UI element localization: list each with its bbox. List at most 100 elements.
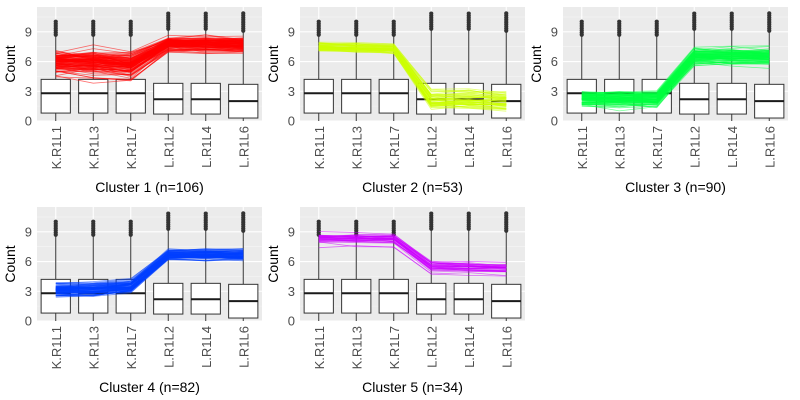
profile-line (581, 51, 770, 99)
profile-line (318, 240, 507, 273)
box (78, 78, 109, 114)
x-tick-label: L.R1L6 (236, 126, 251, 168)
outlier-point (391, 219, 396, 224)
x-tick-label: L.R1L4 (462, 326, 477, 368)
x-tick-label: K.R1L7 (124, 326, 139, 369)
panel-title: Cluster 5 (n=34) (362, 379, 463, 395)
profile-line (55, 41, 244, 64)
x-tick-label: L.R1L4 (199, 126, 214, 168)
outlier-point (166, 211, 171, 216)
y-axis-title: Count (2, 45, 18, 82)
y-axis-title: Count (265, 45, 281, 82)
profile-line (318, 41, 507, 93)
y-tick-label: 6 (25, 254, 32, 269)
profile-lines (55, 34, 244, 84)
outlier-point (579, 19, 584, 24)
panel-title: Cluster 1 (n=106) (95, 179, 204, 195)
x-tick-label: L.R1L2 (161, 126, 176, 168)
x-tick-label: L.R1L4 (462, 126, 477, 168)
x-tick-label: L.R1L2 (687, 126, 702, 168)
y-tick-label: 0 (288, 114, 295, 129)
profile-line (55, 50, 244, 81)
profile-line (55, 49, 244, 84)
y-tick-label: 6 (551, 54, 558, 69)
profile-line (581, 61, 770, 109)
x-tick-label: K.R1L1 (312, 126, 327, 169)
x-tick-label: K.R1L7 (387, 326, 402, 369)
x-tick-label: K.R1L7 (387, 126, 402, 169)
panel-cluster-2: 0 3 6 9 K.R1L1 K.R1L3 K.R1L7 L.R1L2 L.R1L4 L.R1L6… (265, 7, 525, 195)
y-axis-title: Count (2, 245, 18, 282)
outlier-point (241, 11, 246, 16)
outlier-point (391, 19, 396, 24)
profile-line (55, 44, 244, 71)
outlier-point (241, 211, 246, 216)
profile-line (581, 51, 770, 98)
panel-cluster-4: 0 3 6 9 K.R1L1 K.R1L3 K.R1L7 L.R1L2 L.R1L4 L.R1L6… (2, 207, 262, 395)
profile-line (318, 238, 507, 273)
outlier-point (53, 19, 58, 24)
profile-line (581, 63, 770, 112)
outlier-point (466, 211, 471, 216)
outlier-point (354, 19, 359, 24)
x-tick-label: L.R1L4 (199, 326, 214, 368)
profile-line (55, 34, 244, 54)
outlier-point (767, 11, 772, 16)
panel-cluster-3: 0 3 6 9 K.R1L1 K.R1L3 K.R1L7 L.R1L2 L.R1L4 L.R1L6… (528, 7, 788, 195)
profile-lines (318, 231, 507, 277)
outlier-point (316, 219, 321, 224)
profile-lines (581, 45, 770, 112)
profile-line (581, 59, 770, 104)
profile-line (581, 59, 770, 106)
outlier-point (504, 11, 509, 16)
y-tick-label: 3 (288, 84, 295, 99)
profile-line (581, 51, 770, 99)
y-tick-label: 3 (288, 284, 295, 299)
profile-lines (55, 248, 244, 298)
x-tick-label: K.R1L3 (349, 126, 364, 169)
profile-line (318, 241, 507, 276)
box (378, 278, 409, 314)
panel-title: Cluster 2 (n=53) (362, 179, 463, 195)
outlier-point (504, 211, 509, 216)
box (341, 278, 372, 314)
y-tick-label: 3 (25, 284, 32, 299)
outlier-point (617, 19, 622, 24)
outlier-point (316, 19, 321, 24)
y-tick-label: 9 (551, 24, 558, 39)
outlier-point (203, 11, 208, 16)
profile-line (318, 233, 507, 265)
outlier-point (128, 219, 133, 224)
outlier-point (166, 11, 171, 16)
y-tick-label: 6 (288, 254, 295, 269)
profile-line (318, 47, 507, 105)
box (303, 78, 334, 114)
profile-line (55, 43, 244, 67)
y-tick-label: 9 (288, 224, 295, 239)
y-tick-label: 9 (25, 24, 32, 39)
x-tick-label: L.R1L6 (499, 126, 514, 168)
y-tick-label: 3 (25, 84, 32, 99)
outlier-point (91, 219, 96, 224)
profile-line (55, 256, 244, 296)
x-tick-label: K.R1L1 (312, 326, 327, 369)
panel-title: Cluster 3 (n=90) (625, 179, 726, 195)
outlier-point (466, 11, 471, 16)
box (341, 78, 372, 114)
outlier-point (53, 219, 58, 224)
profile-line (318, 48, 507, 111)
x-tick-label: L.R1L2 (424, 326, 439, 368)
x-tick-label: L.R1L6 (499, 326, 514, 368)
x-tick-label: L.R1L2 (161, 326, 176, 368)
box (303, 278, 334, 314)
x-tick-label: K.R1L3 (349, 326, 364, 369)
profile-line (55, 251, 244, 289)
panel-title: Cluster 4 (n=82) (99, 379, 200, 395)
panel-background (37, 207, 262, 321)
outlier-point (654, 19, 659, 24)
x-tick-label: K.R1L1 (575, 126, 590, 169)
profile-line (318, 237, 507, 269)
profile-line (55, 248, 244, 284)
outlier-point (729, 11, 734, 16)
